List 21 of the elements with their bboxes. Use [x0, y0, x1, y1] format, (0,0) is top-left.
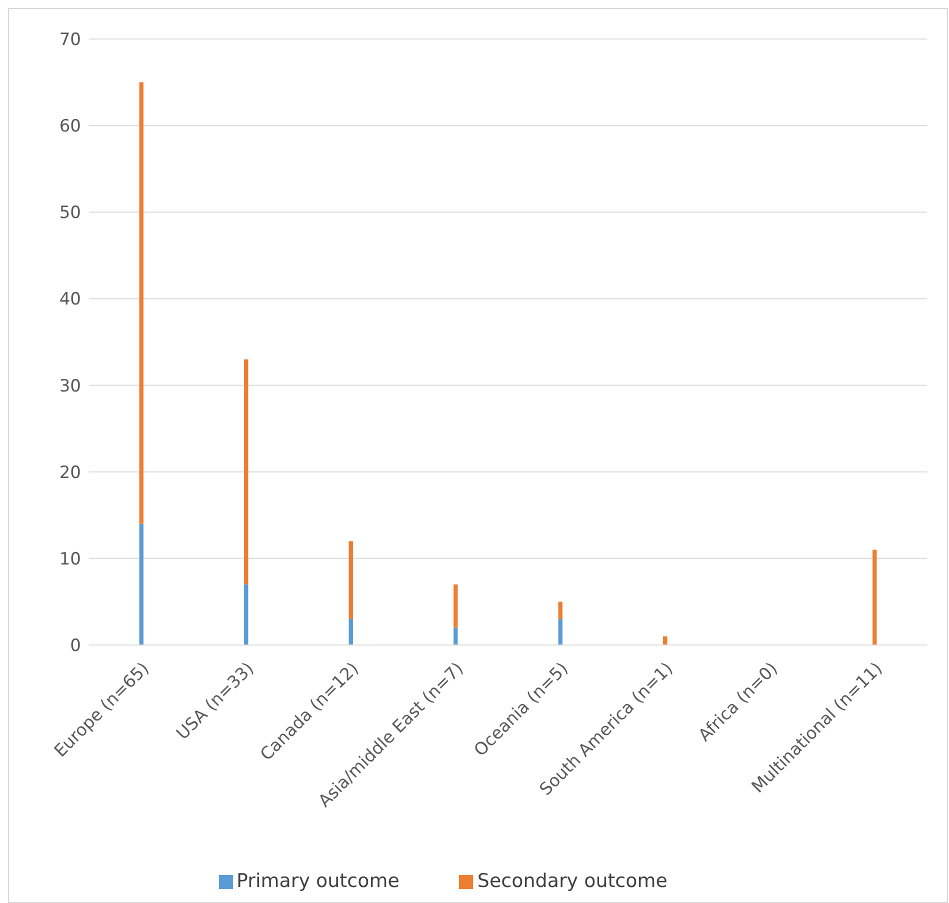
y-tick-label: 70: [59, 30, 81, 50]
y-tick-label: 30: [59, 376, 81, 396]
legend-label: Primary outcome: [236, 870, 400, 892]
bar: [454, 584, 458, 628]
bar: [244, 359, 248, 584]
bar: [139, 82, 144, 524]
y-tick-label: 10: [59, 549, 81, 570]
bar: [872, 550, 877, 645]
bar: [558, 619, 562, 645]
y-tick-label: 20: [59, 462, 81, 483]
bar: [454, 628, 458, 645]
legend-label: Secondary outcome: [477, 870, 668, 892]
y-tick-label: 0: [70, 636, 81, 656]
y-tick-label: 40: [59, 290, 81, 310]
y-tick-label: 50: [59, 203, 81, 224]
bar: [139, 524, 144, 645]
bar: [348, 619, 353, 645]
bar: [348, 541, 353, 620]
bar: [244, 584, 248, 645]
bar: [558, 602, 562, 620]
y-tick-label: 60: [59, 116, 81, 137]
